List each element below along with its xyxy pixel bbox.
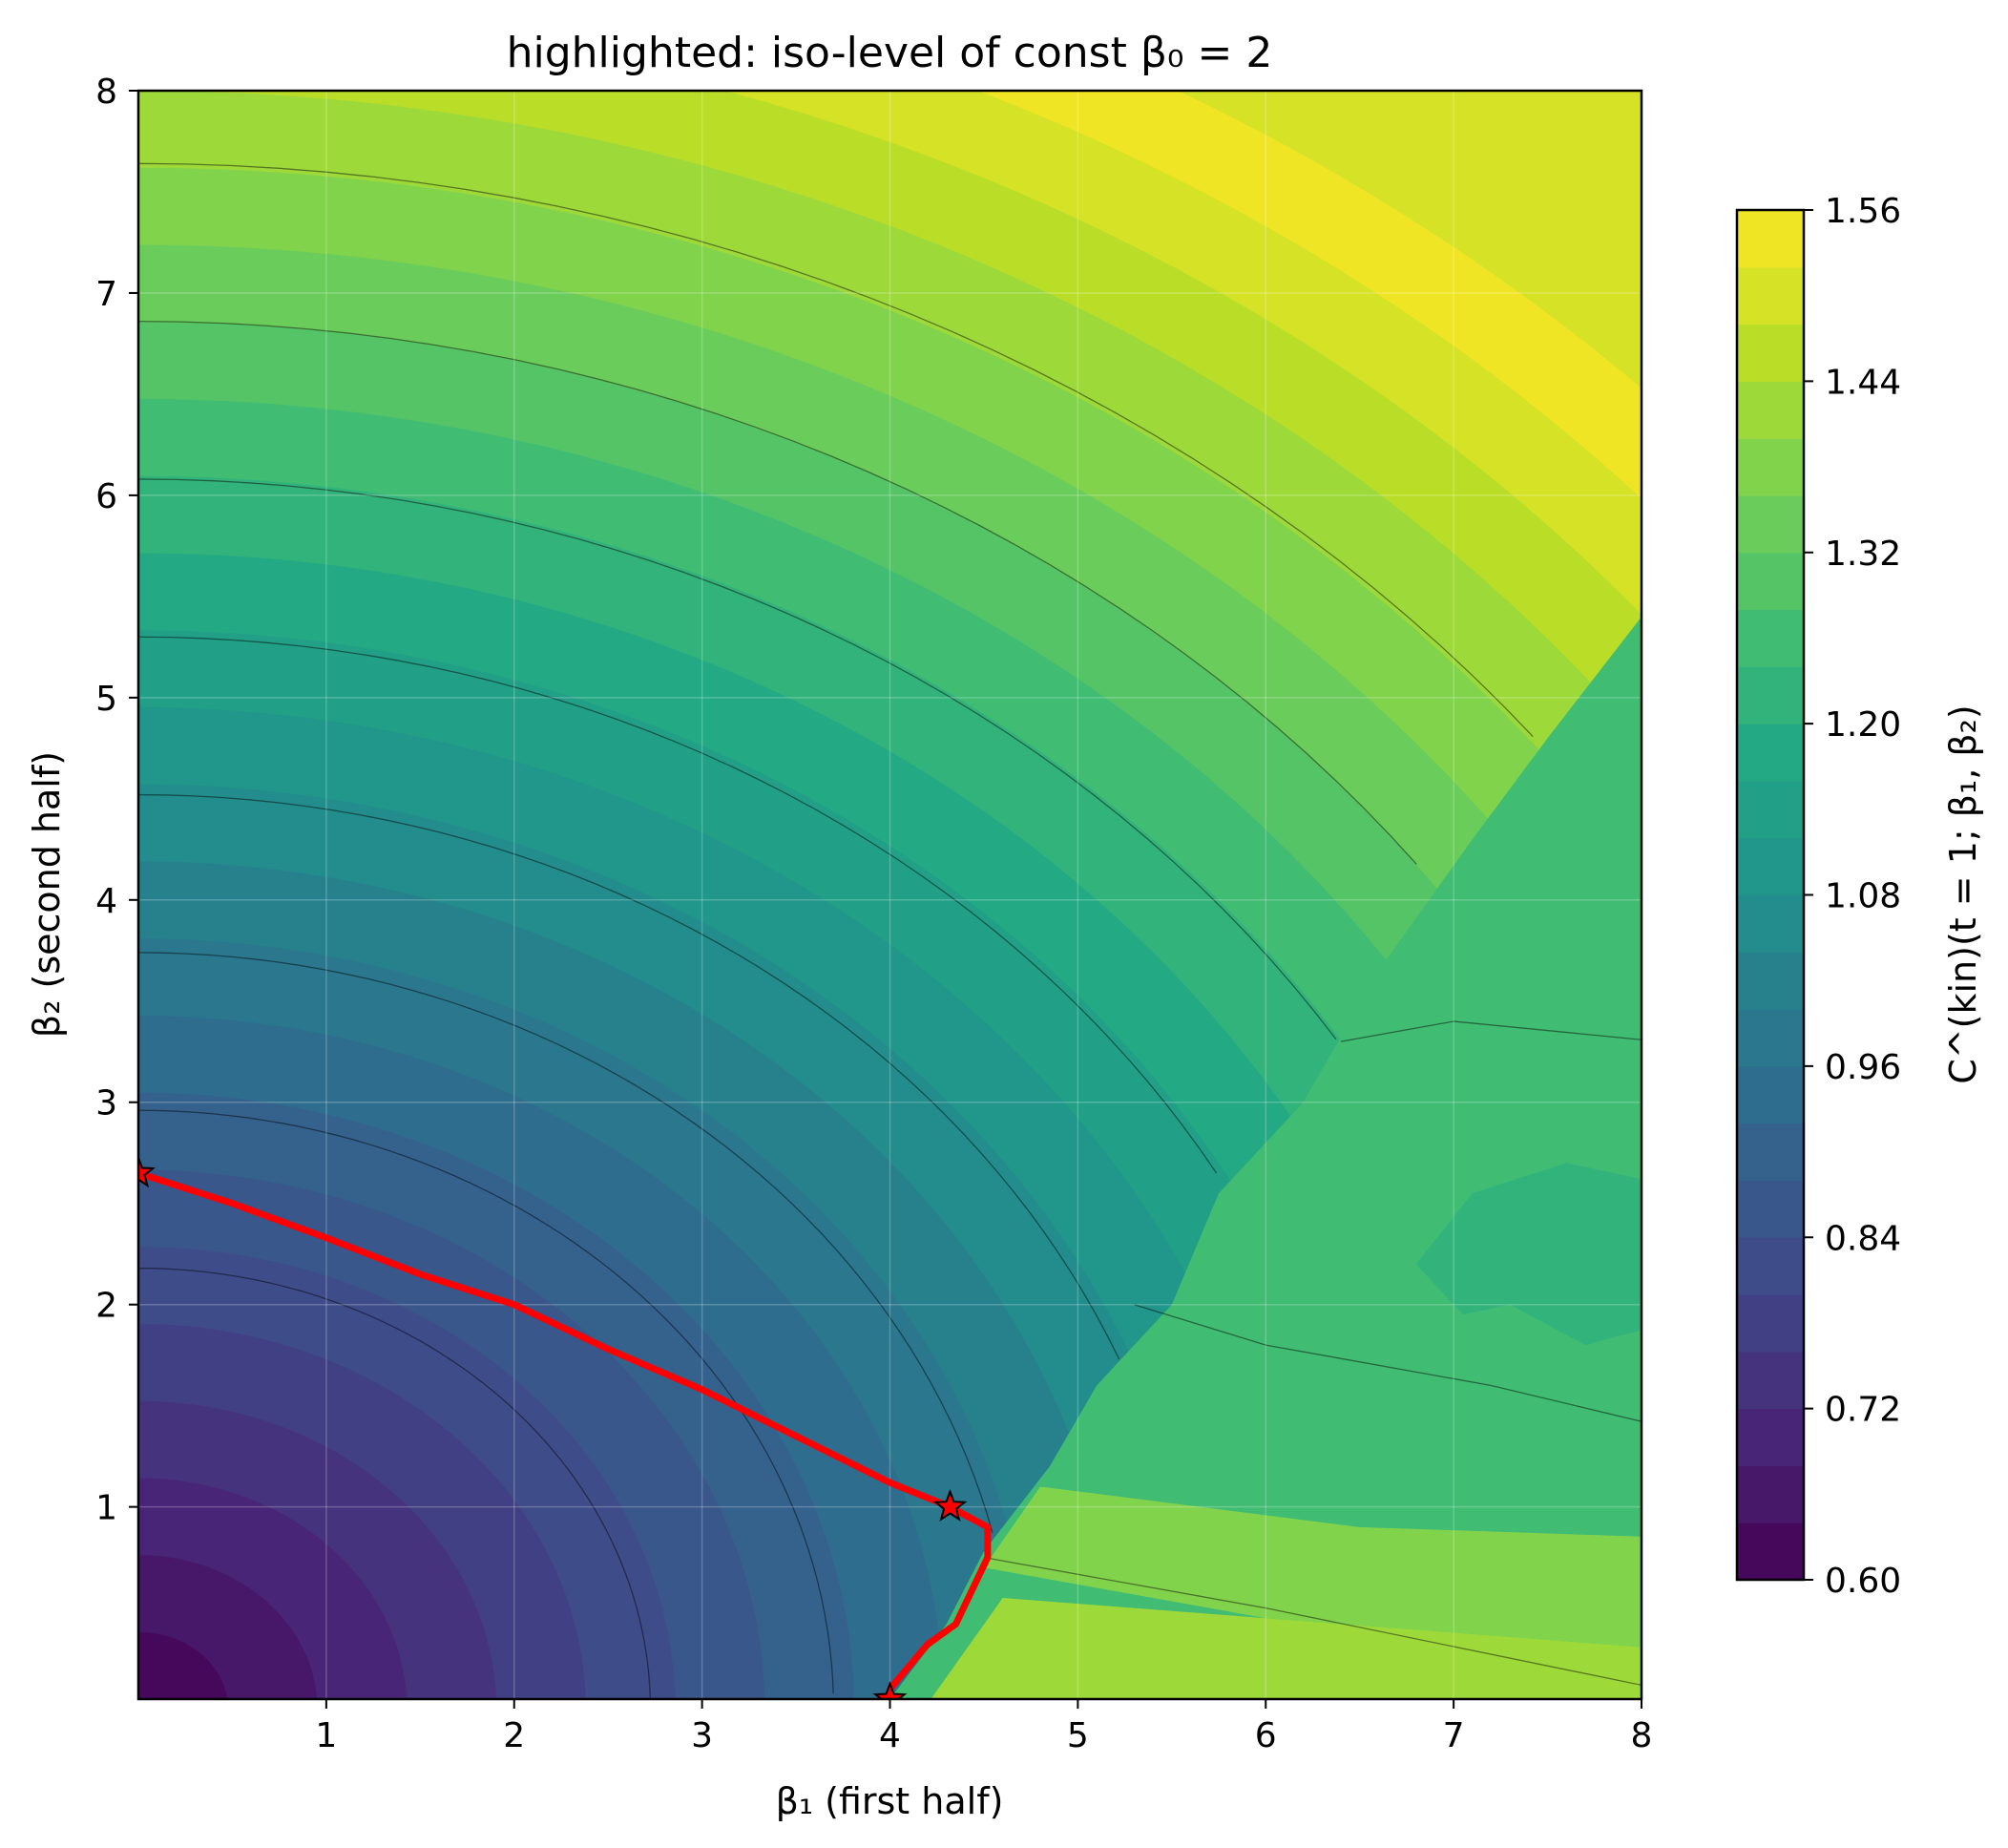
colorbar-band xyxy=(1737,1522,1804,1581)
colorbar-tick-label: 1.56 xyxy=(1825,192,1901,231)
contour-line xyxy=(138,636,1218,1174)
y-tick-label: 2 xyxy=(95,1287,117,1326)
colorbar-tick-label: 1.08 xyxy=(1825,877,1901,916)
x-tick-label: 1 xyxy=(315,1716,337,1755)
right-contour-line xyxy=(1134,1304,1642,1422)
contour-line xyxy=(138,793,1120,1360)
y-axis-ticks: 1 2 3 4 5 6 7 8 xyxy=(95,73,138,1528)
right-band-high xyxy=(931,1598,1642,1699)
highlighted-isoline xyxy=(138,1169,992,1691)
colorbar-band xyxy=(1737,894,1804,953)
colorbar-band xyxy=(1737,1065,1804,1124)
contour-line xyxy=(138,162,1534,737)
colorbar-ticks: 0.60 0.72 0.84 0.96 1.08 1.20 1.32 1.44 1.56 xyxy=(1804,192,1901,1601)
star-markers xyxy=(138,1155,968,1699)
colorbar-band xyxy=(1737,1351,1804,1410)
colorbar-band xyxy=(1737,666,1804,724)
colorbar-tick-label: 1.44 xyxy=(1825,363,1901,402)
contour-line xyxy=(138,478,1337,1040)
colorbar-band xyxy=(1737,1294,1804,1353)
colorbar-bands xyxy=(1737,210,1804,1581)
colorbar-tick-label: 0.96 xyxy=(1825,1048,1901,1087)
colorbar-band xyxy=(1737,952,1804,1010)
colorbar-band xyxy=(1737,1009,1804,1067)
colorbar-tick-label: 0.60 xyxy=(1825,1562,1901,1601)
x-tick-label: 4 xyxy=(879,1716,901,1755)
colorbar-band xyxy=(1737,494,1804,554)
x-axis-label: β₁ (first half) xyxy=(776,1780,1004,1822)
contour-lines xyxy=(138,162,1534,1698)
right-contour-line xyxy=(983,1557,1642,1687)
colorbar-tick-label: 0.84 xyxy=(1825,1219,1901,1258)
right-region xyxy=(889,617,1642,1699)
y-tick-label: 6 xyxy=(95,477,117,516)
colorbar-band xyxy=(1737,552,1804,611)
colorbar-band xyxy=(1737,1408,1804,1467)
contour-line xyxy=(138,1109,834,1694)
colorbar: 0.60 0.72 0.84 0.96 1.08 1.20 1.32 1.44 1.56 C^(… xyxy=(1735,192,1984,1601)
y-axis-label: β₂ (second half) xyxy=(26,751,68,1038)
colorbar-band xyxy=(1737,1123,1804,1182)
y-tick-label: 1 xyxy=(95,1489,117,1528)
colorbar-tick-label: 0.72 xyxy=(1825,1391,1901,1430)
colorbar-band xyxy=(1737,724,1804,782)
chart-title: highlighted: iso-level of const β₀ = 2 xyxy=(507,29,1273,77)
y-tick-label: 4 xyxy=(95,882,117,921)
colorbar-band xyxy=(1737,266,1804,326)
star-marker xyxy=(872,1681,908,1699)
y-tick-label: 5 xyxy=(95,680,117,719)
colorbar-label: C^(kin)(t = 1; β₁, β₂) xyxy=(1942,704,1984,1083)
right-band-low xyxy=(1415,1163,1642,1346)
colorbar-band xyxy=(1737,324,1804,382)
contour-line xyxy=(138,1267,651,1698)
colorbar-band xyxy=(1737,1237,1804,1295)
right-contour-line xyxy=(1340,1020,1642,1042)
y-tick-label: 8 xyxy=(95,73,117,112)
colorbar-tick-label: 1.20 xyxy=(1825,705,1901,745)
colorbar-band xyxy=(1737,837,1804,896)
colorbar-tick-label: 1.32 xyxy=(1825,535,1901,574)
x-tick-label: 3 xyxy=(691,1716,713,1755)
star-marker xyxy=(932,1488,968,1522)
x-tick-label: 8 xyxy=(1631,1716,1653,1755)
x-tick-label: 7 xyxy=(1443,1716,1465,1755)
colorbar-band xyxy=(1737,1465,1804,1523)
colorbar-band xyxy=(1737,381,1804,439)
colorbar-band xyxy=(1737,1180,1804,1238)
colorbar-band xyxy=(1737,609,1804,667)
x-tick-label: 6 xyxy=(1255,1716,1277,1755)
contour-line xyxy=(138,320,1417,865)
colorbar-band xyxy=(1737,210,1804,268)
star-marker xyxy=(138,1155,156,1188)
x-tick-label: 2 xyxy=(503,1716,525,1755)
colorbar-band xyxy=(1737,780,1804,839)
y-tick-label: 3 xyxy=(95,1084,117,1124)
contour-line xyxy=(138,952,994,1533)
y-tick-label: 7 xyxy=(95,275,117,314)
x-axis-ticks: 1 2 3 4 5 6 7 8 xyxy=(315,1699,1652,1755)
grid xyxy=(138,91,1642,1699)
x-tick-label: 5 xyxy=(1067,1716,1089,1755)
colorbar-band xyxy=(1737,438,1804,496)
right-contour-bands xyxy=(889,617,1642,1699)
right-band-mid xyxy=(983,1486,1642,1648)
plot-area xyxy=(136,89,1643,1701)
